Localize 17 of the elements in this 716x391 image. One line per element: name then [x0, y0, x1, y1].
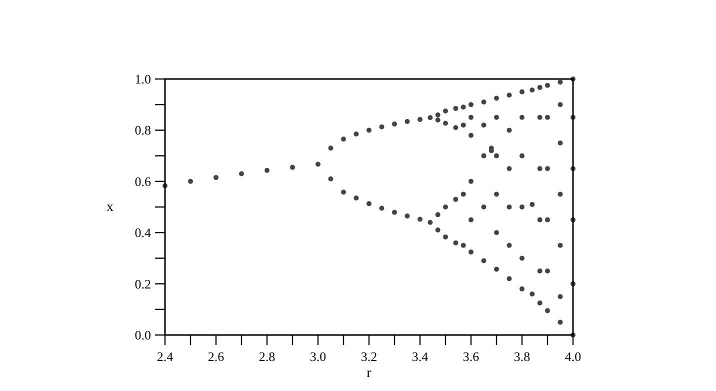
y-tick-label: 0.0	[134, 328, 151, 342]
x-tick-label: 2.8	[258, 349, 276, 364]
x-tick-label: 3.2	[360, 349, 378, 364]
y-tick-label: 0.8	[134, 122, 151, 138]
x-tick-label: 3.0	[310, 349, 326, 364]
x-tick-label: 3.6	[462, 349, 480, 364]
y-tick-label: 0.4	[134, 225, 152, 240]
y-axis-title: x	[106, 200, 114, 215]
y-tick-label: 0.6	[134, 174, 152, 189]
x-axis-title: r	[366, 366, 372, 381]
y-tick-label: 0.2	[134, 276, 151, 292]
x-tick-label: 2.6	[208, 349, 225, 364]
x-tick-label: 4.0	[564, 349, 582, 364]
x-tick-label: 3.8	[514, 349, 530, 364]
y-tick-label: 1.0	[134, 72, 151, 86]
x-tick-label: 2.4	[156, 349, 174, 364]
x-tick-label: 3.4	[412, 349, 429, 364]
